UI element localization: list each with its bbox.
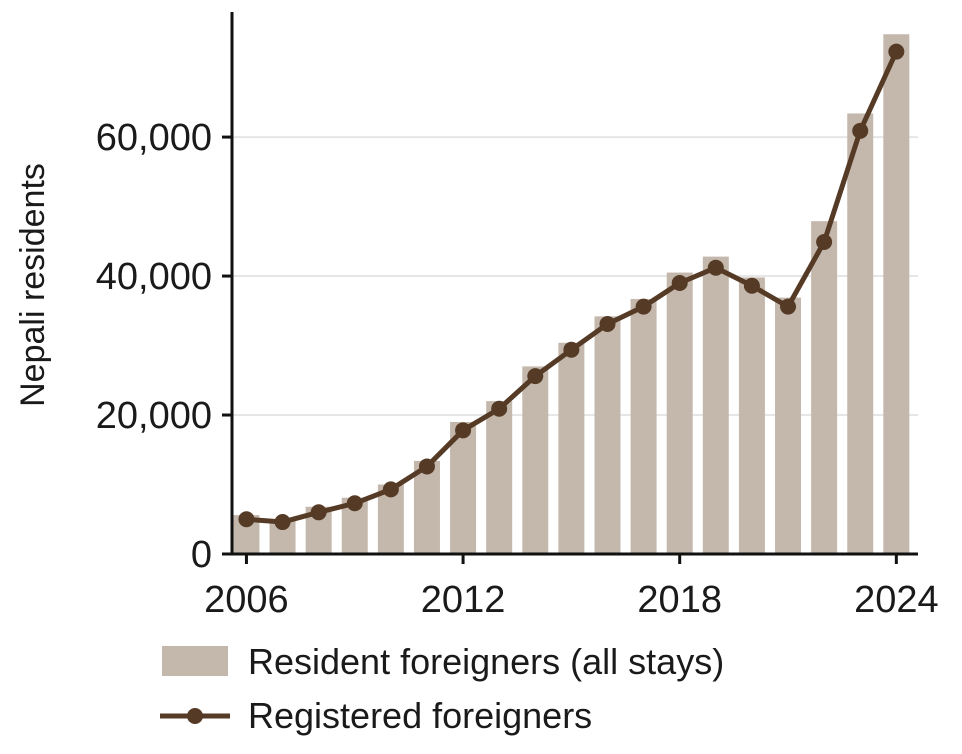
line-point — [418, 458, 435, 475]
line-point — [780, 298, 797, 315]
line-point — [346, 495, 363, 512]
axes: 0 20,000 40,000 60,000 2006 2012 2018 2024 — [96, 12, 939, 621]
line-point — [274, 514, 291, 531]
bar — [811, 221, 838, 554]
y-tick-label: 20,000 — [96, 395, 212, 437]
bar — [450, 421, 477, 554]
line-point — [527, 368, 544, 385]
line-point — [491, 400, 508, 417]
x-tick-label: 2018 — [637, 579, 722, 621]
bar — [702, 256, 729, 554]
line-point — [888, 43, 905, 60]
bar — [522, 366, 549, 554]
bar — [738, 277, 765, 554]
line-point — [310, 504, 327, 521]
line-point — [599, 315, 616, 332]
bar — [558, 342, 585, 554]
legend-bar-swatch — [162, 646, 228, 676]
line-point — [382, 481, 399, 498]
bar — [666, 272, 693, 554]
bar — [847, 113, 874, 554]
bar — [486, 401, 513, 554]
line-point — [816, 234, 833, 251]
y-tick-label: 0 — [191, 534, 212, 576]
bar — [630, 298, 657, 554]
bar — [883, 34, 910, 554]
bar-series — [233, 34, 910, 554]
y-tick-label: 40,000 — [96, 256, 212, 298]
bar — [594, 316, 621, 554]
line-point — [238, 511, 255, 528]
line-series — [238, 43, 905, 531]
x-tick-label: 2024 — [854, 579, 939, 621]
y-axis-label: Nepali residents — [14, 163, 52, 407]
line-point — [635, 298, 652, 315]
line-point — [852, 122, 869, 139]
x-tick-label: 2006 — [204, 579, 289, 621]
legend-line-marker — [187, 708, 203, 724]
y-tick-label: 60,000 — [96, 117, 212, 159]
line-point — [707, 259, 724, 276]
x-tick-label: 2012 — [421, 579, 506, 621]
legend: Resident foreigners (all stays) Register… — [160, 641, 724, 736]
bar — [413, 460, 440, 554]
line-point — [671, 275, 688, 291]
legend-label-registered: Registered foreigners — [248, 695, 592, 736]
line-point — [563, 341, 580, 358]
legend-label-resident: Resident foreigners (all stays) — [248, 641, 724, 682]
bar — [775, 297, 802, 554]
line-point — [743, 277, 760, 294]
line-point — [455, 422, 472, 439]
